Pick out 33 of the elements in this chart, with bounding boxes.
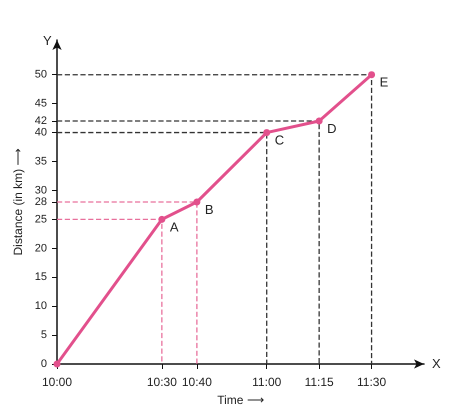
annotation: C bbox=[274, 132, 284, 148]
y-tick-label: 45 bbox=[34, 98, 47, 110]
x-tick-label: 11:30 bbox=[357, 375, 386, 389]
x-tick-label: 10:00 bbox=[42, 375, 72, 389]
x-tick-label: 11:15 bbox=[304, 375, 334, 389]
y-tick-label: 28 bbox=[34, 196, 47, 208]
x-tick-label: 11:00 bbox=[252, 375, 282, 389]
y-axis-title: Distance (in km) ⟶ bbox=[10, 148, 25, 256]
x-tick-label: 10:40 bbox=[182, 375, 212, 389]
y-tick-label: 35 bbox=[34, 156, 47, 168]
y-tick-label: 50 bbox=[34, 68, 47, 81]
point bbox=[263, 129, 270, 136]
point bbox=[193, 198, 200, 206]
x-axis-title: Time ⟶ bbox=[217, 393, 264, 407]
point bbox=[316, 118, 323, 124]
annotation: B bbox=[204, 202, 214, 217]
y-tick-label: 25 bbox=[34, 213, 47, 226]
y-tick-label: 40 bbox=[34, 126, 47, 139]
text: X bbox=[432, 356, 441, 371]
y-tick-label: 20 bbox=[34, 242, 47, 254]
annotation: D bbox=[327, 121, 337, 136]
annotation: E bbox=[380, 74, 389, 90]
y-tick-label: 0 bbox=[40, 358, 47, 370]
y-tick-label: 10 bbox=[34, 300, 47, 312]
y-tick-label: 42 bbox=[34, 115, 47, 127]
y-tick-label: 15 bbox=[34, 271, 47, 284]
x-tick-label: 10:30 bbox=[146, 375, 178, 389]
y-tick-label: 30 bbox=[34, 184, 47, 196]
point bbox=[158, 216, 166, 223]
text: Y bbox=[43, 33, 52, 48]
annotation: A bbox=[170, 219, 179, 234]
point bbox=[368, 71, 376, 78]
y-tick-label: 5 bbox=[40, 329, 47, 342]
